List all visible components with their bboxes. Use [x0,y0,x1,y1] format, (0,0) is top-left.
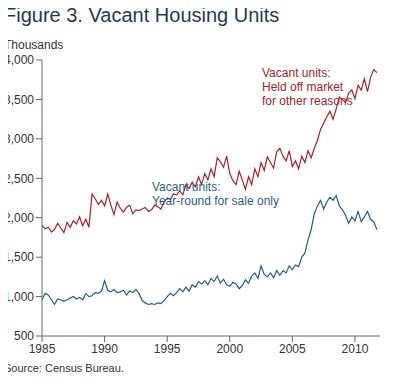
svg-text:1,500: 1,500 [8,250,34,264]
svg-text:500: 500 [14,329,34,343]
svg-text:2,000: 2,000 [8,211,34,225]
svg-text:2000: 2000 [216,342,243,356]
svg-text:3,500: 3,500 [8,93,34,107]
svg-text:1995: 1995 [154,342,181,356]
svg-text:1990: 1990 [91,342,118,356]
svg-text:2010: 2010 [342,342,369,356]
svg-text:1985: 1985 [29,342,56,356]
html-text:Vacant units:: Vacant units: [152,180,221,194]
svg-text:2,500: 2,500 [8,172,34,186]
svg-text:3,000: 3,000 [8,132,34,146]
html-text:Figure 3. Vacant Housing Units: Figure 3. Vacant Housing Units [4,4,280,26]
svg-text:4,000: 4,000 [8,53,34,67]
html-text:for other reasons: for other reasons [262,94,353,108]
html-text:Year-round for sale only: Year-round for sale only [152,194,279,208]
html-text:Vacant units:: Vacant units: [262,66,331,80]
svg-text:1,000: 1,000 [8,290,34,304]
svg-text:2005: 2005 [279,342,306,356]
html-text:Source: Census Bureau.: Source: Census Bureau. [4,362,124,374]
html-text:Held off market: Held off market [262,80,344,94]
html-text:Thousands: Thousands [4,38,64,52]
